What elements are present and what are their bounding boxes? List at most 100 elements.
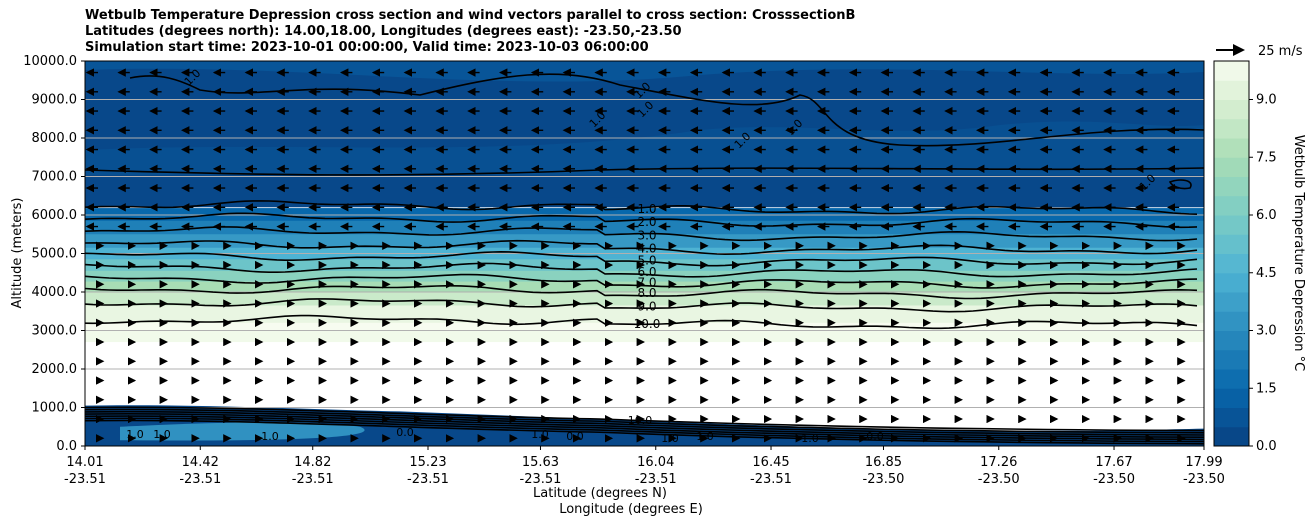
y-tick-label-7: 7000.0 xyxy=(32,170,78,185)
colorbar-band-8 xyxy=(1214,272,1249,293)
x-tick-label-lat-5: 16.04 xyxy=(637,455,674,470)
colorbar-band-4 xyxy=(1214,349,1249,370)
x-tick-label-lat-9: 17.67 xyxy=(1095,455,1132,470)
colorbar-band-5 xyxy=(1214,330,1249,351)
y-tick-label-6: 6000.0 xyxy=(32,208,78,223)
colorbar-band-18 xyxy=(1214,80,1249,100)
fill-lower-patch xyxy=(120,422,365,441)
x-tick-label-lon-10: -23.50 xyxy=(1183,472,1225,487)
quiver-key: 25 m/s xyxy=(1216,44,1303,59)
colorbar-label: Wetbulb Temperature Depression °C xyxy=(1291,135,1306,372)
fill-band-near-saturation xyxy=(85,330,1204,343)
x-tick-label-lon-0: -23.51 xyxy=(64,472,106,487)
lower-contour-label-0: 1.0 xyxy=(126,428,144,441)
x-tick-label-lon-2: -23.51 xyxy=(292,472,334,487)
contour-lower-5 xyxy=(85,417,1204,443)
colorbar-band-15 xyxy=(1214,138,1249,158)
x-tick-label-lon-4: -23.51 xyxy=(520,472,562,487)
colorbar-band-17 xyxy=(1214,99,1249,120)
lower-contour-label-8: 1.0 xyxy=(801,432,819,445)
x-tick-label-lat-4: 15.63 xyxy=(522,455,559,470)
lower-contour-label-2: 1.0 xyxy=(261,430,279,443)
colorbar-tick-label-6: 9.0 xyxy=(1256,93,1277,108)
y-tick-label-4: 4000.0 xyxy=(32,285,78,300)
contour-lower-1 xyxy=(85,408,1204,434)
x-tick-label-lon-3: -23.51 xyxy=(407,472,449,487)
contour-label-8.0: 8.0 xyxy=(637,286,656,300)
lower-contour-label-5: 0.0 xyxy=(566,430,584,443)
contour-label-1.0: 1.0 xyxy=(637,202,656,216)
y-tick-label-5: 5000.0 xyxy=(32,247,78,262)
x-tick-label-lon-6: -23.51 xyxy=(750,472,792,487)
contour-label-7.0: 7.0 xyxy=(637,276,656,290)
x-tick-label-lat-10: 17.99 xyxy=(1185,455,1222,470)
x-tick-label-lat-0: 14.01 xyxy=(66,455,103,470)
y-tick-label-1: 1000.0 xyxy=(32,401,78,416)
colorbar-band-14 xyxy=(1214,157,1249,177)
contour-lower-0 xyxy=(85,406,1204,432)
lower-contour-label-7: 1.0 xyxy=(696,430,714,443)
colorbar-band-9 xyxy=(1214,253,1249,274)
lower-contour-label-3: 0.0 xyxy=(396,426,414,439)
contour-lower-4 xyxy=(85,415,1204,441)
lower-contour-label-9: 0.0 xyxy=(866,430,884,443)
colorbar-band-10 xyxy=(1214,234,1249,254)
lower-contour-label-1: 1.0 xyxy=(153,428,171,441)
colorbar-band-3 xyxy=(1214,369,1249,389)
colorbar-tick-label-1: 1.5 xyxy=(1256,381,1277,396)
fill-band-2.0 xyxy=(85,220,1204,236)
colorbar-band-13 xyxy=(1214,176,1249,197)
x-tick-label-lat-1: 14.42 xyxy=(182,455,219,470)
colorbar-band-7 xyxy=(1214,292,1249,312)
contour-8.0 xyxy=(85,285,1198,300)
lower-contour-label-4: 1.0 xyxy=(531,428,549,441)
contour-label-2.0: 2.0 xyxy=(637,215,656,229)
x-tick-label-lat-3: 15.23 xyxy=(409,455,446,470)
x-tick-label-lon-5: -23.51 xyxy=(635,472,677,487)
y-axis-label: Altitude (meters) xyxy=(10,198,25,309)
chart-title-line-1: Wetbulb Temperature Depression cross sec… xyxy=(85,8,856,23)
colorbar-band-16 xyxy=(1214,118,1249,139)
colorbar-tick-label-3: 4.5 xyxy=(1256,266,1277,281)
fill-upper-patch-mid xyxy=(85,121,1204,175)
contour-label-9.0: 9.0 xyxy=(637,299,656,313)
lower-contour-label-10: 10.0 xyxy=(628,414,653,427)
x-axis: 14.01 -23.51 14.42 -23.51 14.82 -23.51 15.23 -2… xyxy=(64,446,1225,487)
x-axis-label-longitude: Longitude (degrees E) xyxy=(559,502,703,517)
colorbar-band-0 xyxy=(1214,426,1249,447)
contour-upper-1 xyxy=(129,73,1204,147)
colorbar-tick-label-2: 3.0 xyxy=(1256,324,1277,339)
x-tick-label-lat-2: 14.82 xyxy=(294,455,331,470)
y-tick-label-10: 10000.0 xyxy=(23,54,77,69)
contour-9.0 xyxy=(85,298,1198,313)
colorbar-tick-label-4: 6.0 xyxy=(1256,208,1277,223)
contour-lower-3 xyxy=(85,413,1204,438)
y-axis: 0.0 1000.0 2000.0 3000.0 4000.0 5000.0 6000.0 7… xyxy=(23,54,85,454)
fill-band-10.0 xyxy=(85,322,1204,332)
x-axis-label-latitude: Latitude (degrees N) xyxy=(533,486,667,501)
colorbar-tick-label-5: 7.5 xyxy=(1256,150,1277,165)
contour-2.0 xyxy=(85,212,1198,229)
chart-title-line-2: Latitudes (degrees north): 14.00,18.00, … xyxy=(85,24,682,39)
y-tick-label-8: 8000.0 xyxy=(32,131,78,146)
x-tick-label-lon-1: -23.51 xyxy=(179,472,221,487)
contour-label-5.0: 5.0 xyxy=(637,253,656,267)
colorbar: 0.0 1.5 3.0 4.5 6.0 7.5 9.0 xyxy=(1213,60,1277,454)
y-tick-label-3: 3000.0 xyxy=(32,324,78,339)
y-tick-label-0: 0.0 xyxy=(56,439,77,454)
quiver-key-label: 25 m/s xyxy=(1258,44,1303,59)
x-tick-label-lat-6: 16.45 xyxy=(752,455,789,470)
x-tick-label-lon-9: -23.50 xyxy=(1093,472,1135,487)
contour-label-4.0: 4.0 xyxy=(637,242,656,256)
y-tick-label-9: 9000.0 xyxy=(32,93,78,108)
x-tick-label-lon-8: -23.50 xyxy=(978,472,1020,487)
contour-label-10.0: 10.0 xyxy=(634,317,661,331)
contour-lower-2 xyxy=(85,410,1204,436)
contour-label-3.0: 3.0 xyxy=(637,228,656,242)
colorbar-band-1 xyxy=(1214,407,1249,428)
chart-title-line-3: Simulation start time: 2023-10-01 00:00:… xyxy=(85,40,649,55)
wind-vectors xyxy=(85,68,1186,443)
colorbar-band-12 xyxy=(1214,195,1249,216)
contour-6.0 xyxy=(85,262,1198,278)
fill-upper-patch-top xyxy=(85,61,1204,82)
